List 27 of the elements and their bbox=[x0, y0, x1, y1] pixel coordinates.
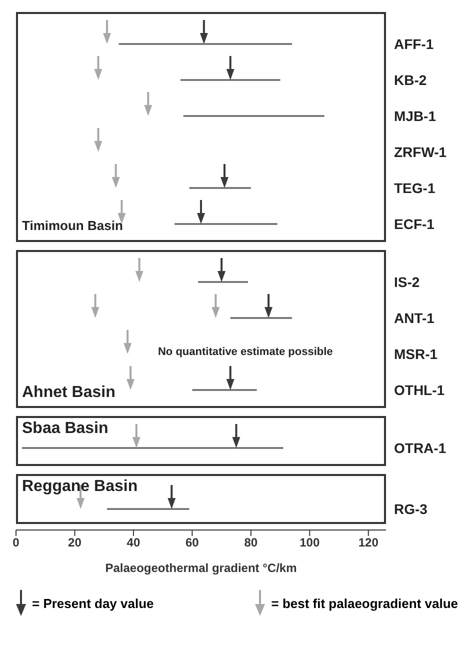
y-tick-label: KB-2 bbox=[394, 72, 427, 88]
legend-label: = best fit palaeogradient value bbox=[271, 596, 458, 610]
annotation: Reggane Basin bbox=[22, 478, 138, 496]
x-tick-label: 40 bbox=[126, 536, 140, 550]
y-tick-label: ECF-1 bbox=[394, 216, 435, 232]
y-tick-label: ANT-1 bbox=[394, 310, 435, 326]
x-tick-label: 60 bbox=[186, 536, 200, 550]
annotation: Sbaa Basin bbox=[22, 420, 108, 438]
x-tick-label: 120 bbox=[358, 536, 379, 550]
annotation: Timimoun Basin bbox=[22, 218, 123, 233]
y-tick-label: AFF-1 bbox=[394, 36, 434, 52]
legend-label: = Present day value bbox=[32, 596, 154, 610]
y-tick-label: MJB-1 bbox=[394, 108, 436, 124]
y-tick-label: OTRA-1 bbox=[394, 440, 446, 456]
annotation: Ahnet Basin bbox=[22, 384, 116, 402]
annotation: No quantitative estimate possible bbox=[158, 346, 333, 358]
x-axis-title: Palaeogeothermal gradient °C/km bbox=[105, 561, 297, 575]
x-tick-label: 0 bbox=[12, 536, 20, 550]
y-tick-label: ZRFW-1 bbox=[394, 144, 447, 160]
y-tick-label: IS-2 bbox=[394, 274, 420, 290]
x-tick-label: 20 bbox=[68, 536, 82, 550]
y-tick-label: TEG-1 bbox=[394, 180, 436, 196]
x-tick-label: 80 bbox=[244, 536, 258, 550]
y-tick-label: MSR-1 bbox=[394, 346, 438, 362]
y-tick-label: RG-3 bbox=[394, 500, 428, 517]
y-tick-label: OTHL-1 bbox=[394, 382, 445, 398]
x-tick-label: 100 bbox=[300, 536, 320, 550]
